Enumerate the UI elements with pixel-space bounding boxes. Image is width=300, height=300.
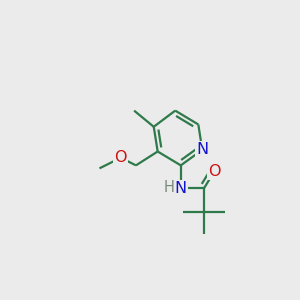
Text: N: N [175,181,187,196]
Text: O: O [208,164,221,178]
Text: H: H [163,181,174,196]
Text: N: N [196,142,208,158]
Text: O: O [115,150,127,165]
